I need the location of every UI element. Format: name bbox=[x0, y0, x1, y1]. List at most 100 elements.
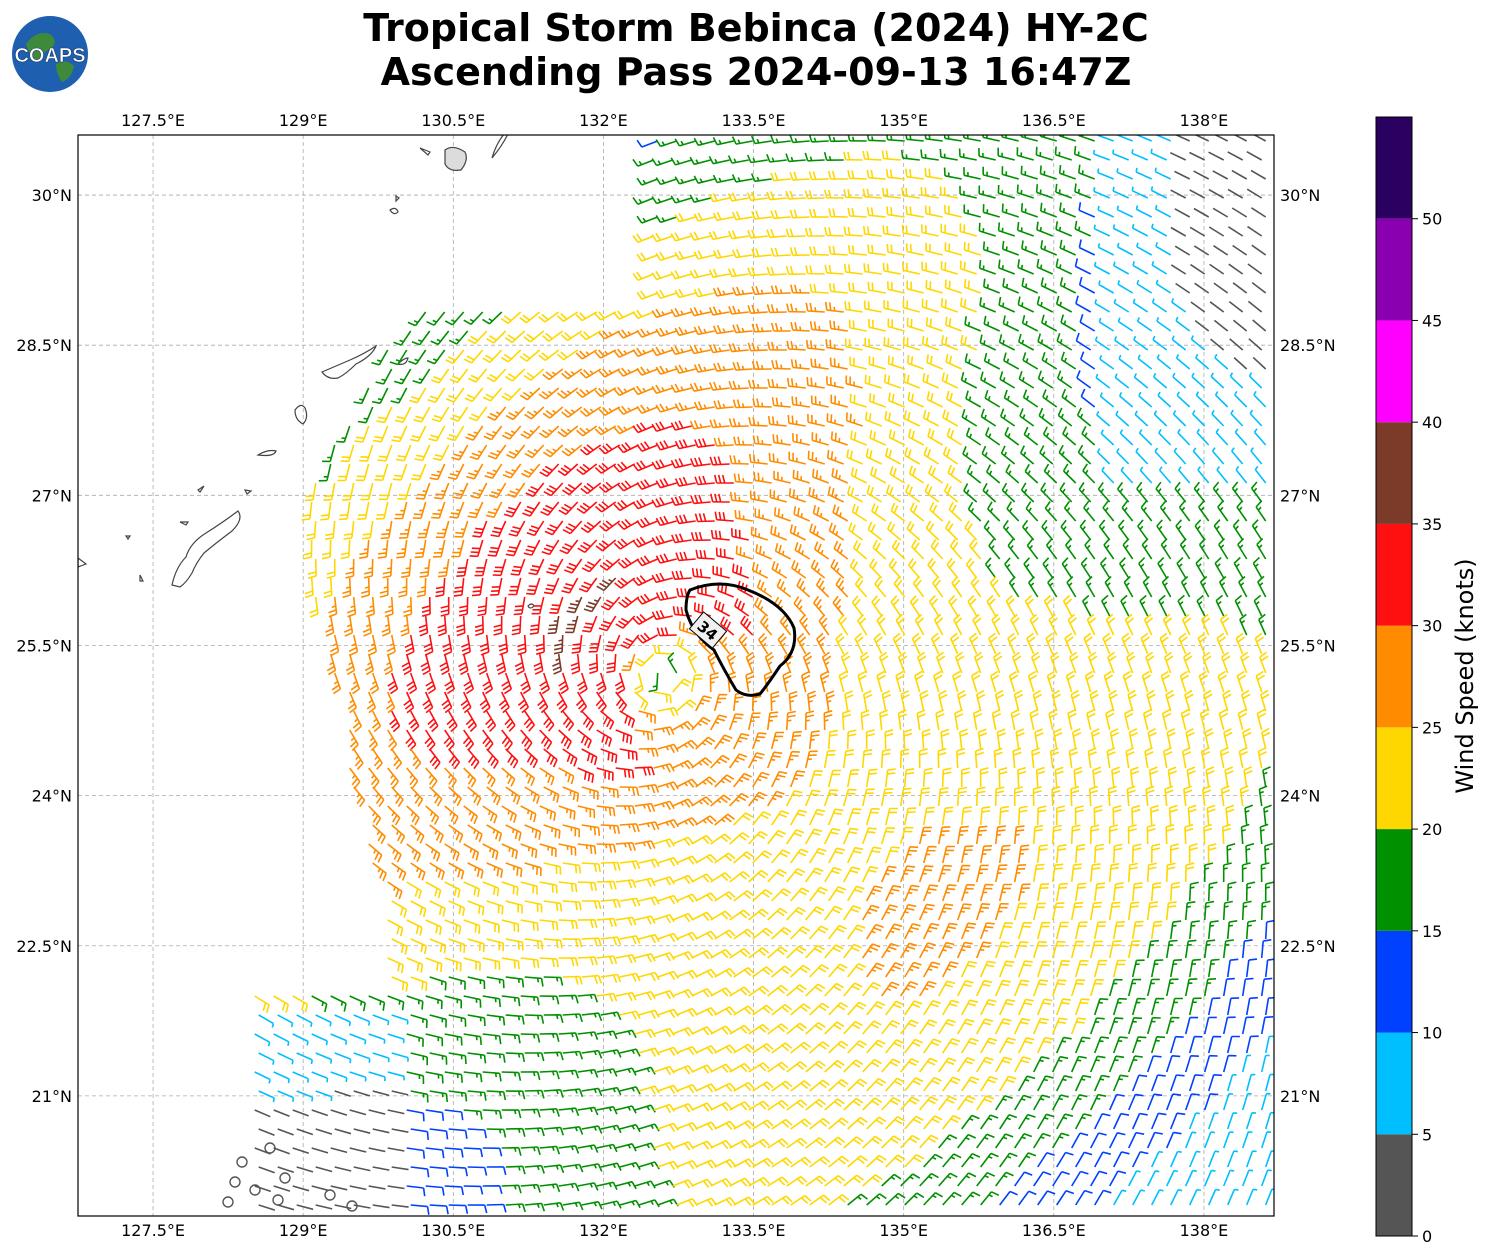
wind-barb-1548 bbox=[714, 774, 735, 788]
wind-barb-shaft-311 bbox=[670, 307, 692, 318]
wind-barb-shaft-567 bbox=[1061, 388, 1077, 408]
wind-barb-shaft-2298 bbox=[824, 1059, 845, 1073]
wind-barb-548 bbox=[693, 401, 715, 411]
wind-barb-shaft-556 bbox=[849, 393, 867, 408]
wind-barb-shaft-2218 bbox=[334, 1052, 352, 1064]
wind-barb-706 bbox=[865, 448, 883, 465]
wind-barb-shaft-1317 bbox=[970, 670, 981, 693]
wind-barb-823 bbox=[1155, 481, 1168, 503]
wind-barb-2192 bbox=[862, 1020, 882, 1035]
wind-barb-shaft-400 bbox=[594, 349, 617, 359]
wind-barb-1422 bbox=[1105, 708, 1115, 731]
wind-barb-2260 bbox=[1131, 1036, 1147, 1054]
wind-barb-457 bbox=[790, 359, 810, 370]
wind-barb-shaft-1367 bbox=[994, 689, 1005, 712]
wind-barb-shaft-227 bbox=[1193, 245, 1210, 256]
wind-barb-912 bbox=[906, 520, 921, 541]
wind-barb-shaft-990 bbox=[453, 577, 465, 597]
wind-barb-shaft-1555 bbox=[846, 769, 860, 788]
wind-barb-201 bbox=[693, 250, 715, 260]
wind-barb-863 bbox=[948, 501, 963, 522]
wind-barb-1193 bbox=[495, 653, 507, 676]
wind-barb-shaft-2360 bbox=[980, 1075, 998, 1092]
wind-barb-shaft-594 bbox=[632, 422, 655, 434]
wind-barb-685 bbox=[466, 463, 484, 480]
wind-barb-2163 bbox=[311, 1033, 328, 1046]
wind-barb-shaft-403 bbox=[651, 346, 673, 357]
wind-barb-shaft-366 bbox=[848, 319, 867, 332]
wind-barb-1804 bbox=[1032, 863, 1045, 883]
wind-barb-shaft-219 bbox=[1040, 240, 1058, 256]
wind-barb-shaft-1694 bbox=[748, 830, 768, 845]
wind-barb-1680 bbox=[482, 843, 499, 860]
wind-barb-828 bbox=[1250, 481, 1263, 503]
wind-barb-743 bbox=[598, 481, 621, 493]
wind-barb-shaft-1029 bbox=[1195, 556, 1206, 579]
wind-barb-1434 bbox=[410, 748, 422, 770]
wind-barb-shaft-301 bbox=[482, 311, 503, 325]
wind-barb-shaft-294 bbox=[1213, 282, 1229, 294]
wind-barb-461 bbox=[868, 356, 886, 370]
wind-barb-shaft-786 bbox=[449, 501, 465, 519]
wind-barb-shaft-1928 bbox=[714, 929, 736, 940]
wind-barb-shaft-1650 bbox=[827, 808, 844, 826]
wind-barb-749 bbox=[713, 474, 734, 484]
wind-barb-shaft-358 bbox=[693, 325, 715, 336]
wind-barb-shaft-1589 bbox=[577, 805, 596, 819]
wind-barb-shaft-1542 bbox=[600, 786, 619, 799]
wind-barb-shaft-1492 bbox=[577, 767, 595, 783]
wind-barb-638 bbox=[524, 444, 545, 459]
wind-barb-shaft-1124 bbox=[1081, 594, 1092, 617]
wind-barb-1439 bbox=[505, 748, 519, 769]
wind-barb-shaft-1861 bbox=[1226, 881, 1237, 902]
wind-barb-shaft-1209 bbox=[796, 632, 807, 655]
wind-barb-shaft-981 bbox=[1256, 538, 1267, 560]
wind-barb-shaft-2178 bbox=[596, 1030, 618, 1040]
wind-barb-shaft-211 bbox=[886, 243, 905, 256]
wind-barb-1277 bbox=[1145, 651, 1155, 674]
wind-barb-shaft-234 bbox=[689, 269, 711, 279]
wind-barb-shaft-1006 bbox=[751, 562, 769, 579]
wind-barb-shaft-141 bbox=[808, 208, 829, 218]
wind-barb-shaft-1674 bbox=[368, 843, 383, 863]
wind-barb-shaft-628 bbox=[340, 444, 355, 463]
wind-barb-1601 bbox=[804, 789, 821, 807]
wind-barb-2138 bbox=[866, 1001, 886, 1016]
wind-barb-1020 bbox=[1023, 557, 1035, 579]
wind-barb-2223 bbox=[429, 1052, 448, 1065]
wind-barb-shaft-178 bbox=[882, 225, 901, 237]
wind-barb-shaft-297 bbox=[407, 311, 427, 327]
wind-barb-2059 bbox=[387, 995, 405, 1011]
wind-barb-1644 bbox=[714, 813, 735, 826]
wind-barb-shaft-152 bbox=[1020, 203, 1038, 218]
wind-barb-1263 bbox=[878, 651, 889, 674]
wind-barb-shaft-1462 bbox=[940, 728, 950, 750]
wind-barb-shaft-1052 bbox=[655, 590, 677, 601]
wind-barb-587 bbox=[501, 425, 522, 440]
wind-barb-947 bbox=[599, 558, 621, 571]
wind-barb-211 bbox=[886, 243, 905, 256]
wind-barb-1764 bbox=[1169, 843, 1179, 864]
wind-barb-shaft-2047 bbox=[1188, 958, 1201, 978]
wind-barb-2038 bbox=[1017, 960, 1033, 978]
wind-barb-shaft-67 bbox=[655, 177, 677, 186]
wind-barb-1857 bbox=[1150, 882, 1162, 902]
wind-barb-1232 bbox=[1235, 632, 1245, 655]
wind-barb-shaft-703 bbox=[807, 450, 825, 465]
wind-barb-288 bbox=[1098, 280, 1115, 294]
wind-barb-1086 bbox=[362, 615, 372, 637]
wind-barb-1776 bbox=[501, 881, 519, 896]
wind-barb-shaft-629 bbox=[359, 444, 374, 462]
wind-barb-shaft-630 bbox=[377, 444, 393, 462]
wind-barb-611 bbox=[961, 408, 978, 427]
wind-barb-shaft-510 bbox=[883, 374, 901, 389]
wind-barb-shaft-113 bbox=[901, 187, 920, 199]
wind-barb-1516 bbox=[1031, 747, 1041, 769]
wind-barb-1654 bbox=[903, 807, 917, 826]
wind-barb-1551 bbox=[770, 770, 788, 788]
wind-barb-shaft-1297 bbox=[595, 691, 607, 713]
wind-barb-shaft-1755 bbox=[998, 844, 1011, 864]
wind-barb-shaft-133 bbox=[655, 214, 677, 224]
wind-barb-874 bbox=[1159, 500, 1172, 522]
wind-barb-2167 bbox=[387, 1033, 405, 1044]
